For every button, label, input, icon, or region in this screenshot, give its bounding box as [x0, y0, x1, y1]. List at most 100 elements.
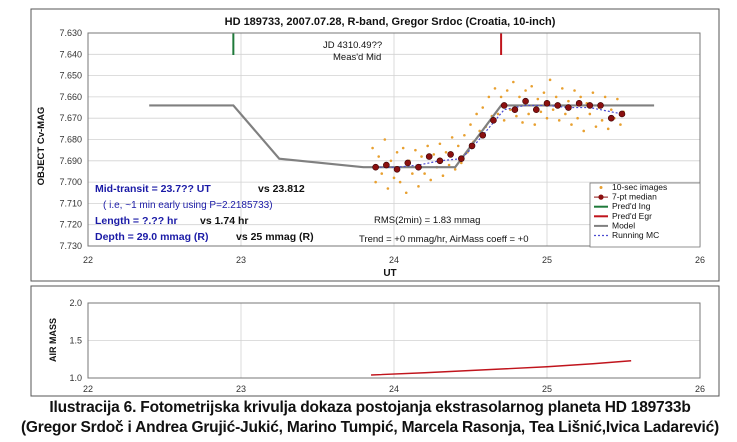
legend-swatch [599, 186, 603, 189]
airmass-line [371, 360, 632, 376]
length-reference: vs 1.74 hr [200, 215, 248, 227]
raw-data-point [401, 146, 405, 150]
main-plot-area [87, 32, 701, 247]
raw-data-point [447, 163, 451, 167]
raw-data-point [441, 174, 445, 178]
raw-data-point [619, 123, 622, 126]
raw-data-point [545, 116, 549, 120]
trend-annotation: Trend = +0 mmag/hr, AirMass coeff = +0 [359, 234, 529, 245]
raw-data-point [380, 172, 384, 175]
median-point [447, 151, 454, 158]
raw-data-point [475, 112, 478, 116]
raw-data-point [570, 123, 573, 126]
median-point [468, 142, 476, 150]
legend-label: Running MC [612, 230, 659, 240]
median-point [436, 157, 444, 165]
median-point [479, 131, 487, 139]
raw-data-point [438, 142, 442, 146]
legend-box [589, 182, 701, 248]
raw-data-point [411, 172, 414, 175]
raw-data-point [505, 89, 509, 92]
airmass-y-tick-label: 2.0 [69, 298, 82, 308]
raw-data-point [417, 185, 420, 188]
raw-data-point [515, 114, 518, 118]
raw-data-point [591, 91, 595, 94]
median-point [404, 159, 412, 167]
raw-data-point [567, 99, 570, 103]
airmass-x-tick-label: 24 [389, 384, 399, 394]
raw-data-point [453, 168, 457, 171]
y-tick-label: 7.670 [59, 113, 82, 123]
raw-data-point [518, 95, 521, 99]
raw-data-point [582, 129, 586, 133]
median-point [586, 102, 594, 109]
airmass-plot-area [87, 302, 701, 379]
main-x-axis-label: UT [383, 268, 396, 279]
raw-data-point [554, 95, 558, 99]
median-point [393, 166, 401, 173]
measured-mid-annotation: Meas'd Mid [333, 52, 381, 63]
raw-data-point [588, 112, 592, 116]
median-point [597, 102, 604, 109]
raw-data-point [530, 84, 533, 88]
raw-data-point [463, 133, 466, 137]
raw-data-point [573, 89, 576, 92]
airmass-x-tick-label: 26 [695, 384, 705, 394]
raw-data-point [579, 95, 582, 99]
raw-data-point [377, 155, 381, 158]
y-tick-label: 7.710 [59, 198, 82, 208]
main-chart-title: HD 189733, 2007.07.28, R-band, Gregor Sr… [225, 16, 556, 28]
raw-data-point [606, 127, 610, 131]
y-tick-label: 7.720 [59, 220, 82, 230]
legend-label: Pred'd Egr [612, 211, 652, 221]
raw-data-point [533, 123, 537, 126]
y-tick-label: 7.640 [59, 49, 82, 59]
median-point [500, 102, 508, 109]
y-tick-label: 7.660 [59, 92, 82, 102]
raw-data-point [548, 78, 552, 82]
y-tick-label: 7.650 [59, 71, 82, 81]
main-tick-labels: 7.630 7.640 7.650 7.660 7.670 7.680 7.690 7.700… [59, 28, 705, 265]
median-point [618, 110, 626, 118]
raw-data-point [576, 116, 579, 120]
airmass-y-axis-label: AIR MASS [48, 318, 58, 362]
raw-data-point [521, 121, 524, 124]
median-point [415, 163, 422, 171]
mid-transit-label: Mid-transit = 23.7?? UT [95, 183, 211, 195]
airmass-x-tick-label: 23 [236, 384, 246, 394]
raw-data-point [389, 159, 393, 163]
median-point [575, 99, 583, 107]
raw-data-point [616, 97, 619, 101]
raw-data-point [564, 112, 567, 116]
airmass-x-tick-label: 22 [83, 384, 93, 394]
median-point [554, 102, 562, 109]
raw-data-point [594, 125, 598, 129]
raw-data-point [502, 119, 506, 122]
airmass-y-tick-label: 1.0 [69, 373, 82, 383]
depth-reference: vs 25 mmag (R) [236, 231, 314, 243]
airmass-tick-labels: 1.0 1.5 2.0 22 23 24 25 26 [69, 298, 705, 394]
raw-data-point [496, 112, 500, 116]
y-tick-label: 7.680 [59, 135, 82, 145]
raw-data-point [527, 112, 530, 116]
raw-data-point [414, 148, 417, 152]
raw-data-point [487, 95, 491, 99]
legend-label: Model [612, 220, 635, 230]
median-point [607, 114, 615, 122]
main-y-axis-label: OBJECT Cv-MAG [36, 107, 47, 186]
airmass-y-tick-label: 1.5 [69, 336, 82, 346]
raw-data-point [469, 123, 472, 126]
raw-data-point [450, 136, 454, 139]
median-point [372, 163, 379, 171]
raw-data-point [374, 180, 377, 184]
raw-data-point [536, 97, 540, 101]
raw-data-point [524, 89, 527, 92]
series-7-pt-median [372, 97, 626, 173]
median-point [532, 106, 540, 113]
raw-data-point [383, 138, 387, 141]
rms-annotation: RMS(2min) = 1.83 mmag [374, 215, 480, 226]
raw-data-point [392, 176, 396, 180]
raw-data-point [499, 95, 503, 99]
